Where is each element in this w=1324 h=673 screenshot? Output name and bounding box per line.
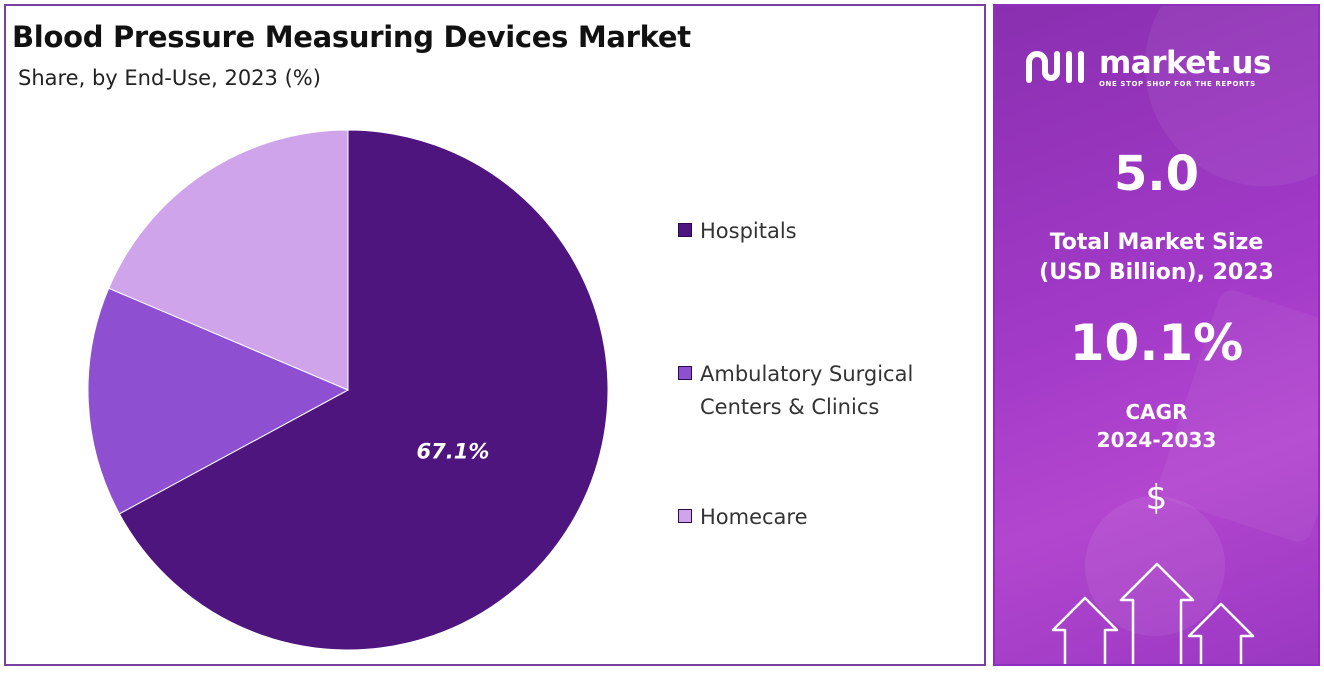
legend-swatch (678, 509, 692, 523)
legend-swatch (678, 223, 692, 237)
up-arrow-icon (1187, 602, 1255, 664)
info-panel: market.us ONE STOP SHOP FOR THE REPORTS … (993, 4, 1320, 666)
brand-logo: market.us ONE STOP SHOP FOR THE REPORTS (1025, 46, 1271, 90)
legend-item: Homecare (678, 501, 808, 534)
brand-tagline: ONE STOP SHOP FOR THE REPORTS (1099, 80, 1256, 88)
market-us-logo-icon (1026, 51, 1084, 83)
growth-arrows (1051, 562, 1255, 664)
cagr-value: 10.1% (1069, 314, 1244, 372)
pie-chart: 67.1% (87, 129, 609, 651)
legend-label: Homecare (700, 505, 808, 529)
market-size-value: 5.0 (1113, 146, 1200, 202)
market-size-label: Total Market Size (USD Billion), 2023 (1039, 230, 1274, 285)
chart-title: Blood Pressure Measuring Devices Market (12, 20, 691, 54)
up-arrow-icon (1051, 596, 1119, 664)
pie-slice-2 (108, 129, 349, 391)
pie-slice-0 (118, 129, 609, 651)
legend-item: Ambulatory Surgical Centers & Clinics (678, 358, 913, 424)
chart-subtitle: Share, by End-Use, 2023 (%) (18, 66, 321, 90)
up-arrow-icon (1119, 562, 1195, 664)
legend-swatch (678, 366, 692, 380)
legend-label: Hospitals (700, 219, 797, 243)
currency-symbol: $ (1145, 478, 1168, 518)
pie-slice-1 (87, 287, 350, 515)
data-label-0: 67.1% (417, 440, 490, 464)
brand-name: market.us (1099, 45, 1271, 81)
chart-panel: Blood Pressure Measuring Devices Market … (4, 4, 986, 666)
cagr-label: CAGR 2024-2033 (1096, 400, 1217, 452)
legend-item: Hospitals (678, 215, 797, 248)
legend-label: Ambulatory Surgical Centers & Clinics (700, 362, 914, 419)
